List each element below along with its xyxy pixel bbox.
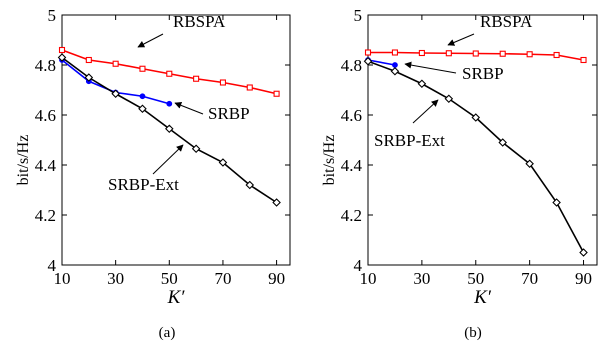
x-tick-label: 90 (268, 269, 285, 288)
x-tick-label: 50 (467, 269, 484, 288)
data-point-srbp-ext (552, 198, 561, 207)
y-tick-label: 4.2 (35, 206, 56, 225)
data-point-srbp-ext (191, 144, 201, 154)
y-tick-label: 4.6 (35, 106, 56, 125)
annotation-arrow (447, 33, 475, 46)
data-point-srbp-ext (390, 66, 400, 76)
data-point-rbspa (246, 84, 253, 91)
data-point-rbspa (112, 60, 119, 67)
data-point-rbspa (526, 51, 533, 58)
data-point-srbp (139, 93, 146, 100)
data-point-rbspa (139, 65, 146, 72)
y-axis-label: bit/s/Hz (321, 135, 338, 186)
series-line-srbp-ext (367, 60, 585, 253)
data-point-srbp-ext (218, 158, 228, 167)
data-point-srbp-ext (111, 89, 120, 99)
data-point-rbspa (85, 56, 92, 64)
data-point-srbp-ext (84, 73, 94, 82)
data-point-srbp-ext (525, 159, 534, 169)
annotation-arrow (137, 33, 164, 48)
annotation-label-srbp-ext: SRBP-Ext (374, 131, 445, 150)
data-point-srbp-ext (363, 56, 373, 66)
x-tick-label: 30 (107, 269, 124, 288)
x-tick-label: 90 (575, 269, 592, 288)
data-point-rbspa (219, 79, 226, 86)
y-tick-label: 4.8 (35, 56, 56, 75)
x-tick-label: 10 (360, 269, 377, 288)
annotation-arrow (412, 99, 439, 124)
data-point-rbspa (391, 49, 398, 56)
data-point-srbp-ext (444, 94, 454, 104)
annotation-arrow (404, 61, 457, 74)
data-point-srbp-ext (245, 180, 255, 190)
data-point-srbp-ext (272, 198, 281, 207)
panel-caption: (b) (464, 325, 482, 341)
data-point-rbspa (553, 51, 560, 59)
data-point-srbp-ext (471, 113, 481, 122)
plot-frame (367, 14, 598, 266)
data-point-rbspa (193, 75, 200, 82)
data-point-rbspa (580, 56, 587, 64)
x-tick-label: 70 (214, 269, 231, 288)
x-tick-label: 10 (54, 269, 71, 288)
data-point-rbspa (418, 49, 425, 57)
y-tick-label: 4 (48, 256, 57, 275)
annotation-arrow (174, 102, 204, 115)
y-tick-label: 4.4 (341, 156, 363, 175)
annotation-label-srbp: SRBP (208, 104, 250, 123)
y-tick-label: 5 (48, 6, 57, 25)
annotation-arrow (152, 144, 184, 175)
data-point-rbspa (273, 90, 280, 97)
annotation-label-rbspa: RBSPA (480, 12, 533, 31)
y-tick-label: 4.8 (341, 56, 362, 75)
data-point-srbp (166, 100, 173, 107)
data-point-rbspa (58, 46, 66, 54)
data-point-srbp-ext (579, 248, 588, 257)
data-point-srbp-ext (498, 138, 507, 147)
panel-caption: (a) (159, 325, 176, 341)
x-axis-label: K′ (473, 287, 492, 308)
data-point-rbspa (499, 50, 506, 57)
chart-panel-a: 10 30 50 70 90 4 4.2 4.4 4.6 4.8 5 K′ bit/s/Hz (a) RBS… (15, 6, 291, 341)
data-point-srbp-ext (417, 79, 427, 89)
y-tick-label: 4.6 (341, 106, 362, 125)
data-point-srbp-ext (57, 53, 67, 62)
y-tick-label: 5 (354, 6, 363, 25)
x-tick-label: 50 (161, 269, 178, 288)
data-point-rbspa (364, 49, 372, 56)
x-tick-label: 70 (521, 269, 538, 288)
data-point-srbp (392, 62, 398, 68)
x-axis-label: K′ (167, 287, 186, 308)
y-tick-label: 4 (354, 256, 363, 275)
annotation-label-srbp-ext: SRBP-Ext (108, 175, 179, 194)
data-point-srbp-ext (165, 124, 174, 134)
data-point-rbspa (445, 50, 452, 57)
annotation-label-rbspa: RBSPA (173, 12, 226, 31)
y-tick-label: 4.2 (341, 206, 362, 225)
plot-frame (61, 14, 291, 266)
x-tick-label: 30 (413, 269, 430, 288)
y-tick-label: 4.4 (35, 156, 57, 175)
annotation-label-srbp: SRBP (462, 64, 504, 83)
data-point-rbspa (472, 50, 479, 57)
data-point-rbspa (166, 70, 173, 77)
y-axis-label: bit/s/Hz (15, 135, 32, 186)
data-point-srbp-ext (138, 104, 147, 114)
chart-panel-b: 10 30 50 70 90 4 4.2 4.4 4.6 4.8 5 K′ bit/s/Hz (b) RBS… (321, 6, 598, 341)
series-line-srbp (367, 59, 396, 66)
